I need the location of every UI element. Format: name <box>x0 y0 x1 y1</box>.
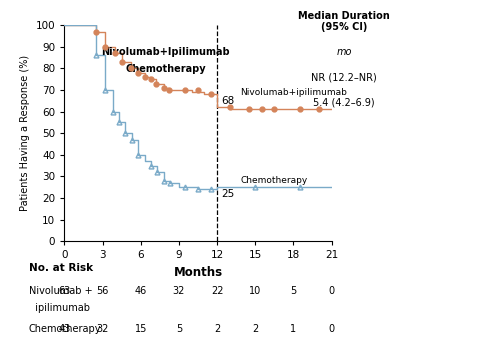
Text: No. at Risk: No. at Risk <box>29 263 93 273</box>
Text: 56: 56 <box>97 286 109 296</box>
Text: 32: 32 <box>173 286 185 296</box>
Text: 25: 25 <box>221 189 234 199</box>
Text: Median Duration
(95% CI): Median Duration (95% CI) <box>298 11 390 32</box>
Text: 68: 68 <box>221 96 234 106</box>
Text: Nivolumab+Ipilimumab: Nivolumab+Ipilimumab <box>101 47 230 57</box>
Text: Chemotherapy: Chemotherapy <box>240 176 307 185</box>
Text: 5: 5 <box>291 286 297 296</box>
Text: 15: 15 <box>135 324 147 334</box>
Y-axis label: Patients Having a Response (%): Patients Having a Response (%) <box>20 55 30 211</box>
Text: 5: 5 <box>176 324 182 334</box>
Text: Chemotherapy: Chemotherapy <box>29 324 101 334</box>
Text: 32: 32 <box>97 324 109 334</box>
Text: 43: 43 <box>58 324 70 334</box>
Text: Nivolumab +: Nivolumab + <box>29 286 93 296</box>
Text: Chemotherapy: Chemotherapy <box>126 64 206 74</box>
Text: 10: 10 <box>249 286 261 296</box>
Text: 46: 46 <box>135 286 147 296</box>
Text: 0: 0 <box>329 286 335 296</box>
Text: 5.4 (4.2–6.9): 5.4 (4.2–6.9) <box>313 97 375 107</box>
Text: 22: 22 <box>211 286 223 296</box>
Text: Nivolumab+ipilimumab: Nivolumab+ipilimumab <box>240 87 347 96</box>
Text: 63: 63 <box>58 286 70 296</box>
Text: 2: 2 <box>214 324 220 334</box>
Text: 0: 0 <box>329 324 335 334</box>
X-axis label: Months: Months <box>173 266 223 279</box>
Text: 1: 1 <box>291 324 297 334</box>
Text: NR (12.2–NR): NR (12.2–NR) <box>311 72 377 82</box>
Text: mo: mo <box>336 47 352 57</box>
Text: 2: 2 <box>252 324 258 334</box>
Text: ipilimumab: ipilimumab <box>29 303 90 314</box>
